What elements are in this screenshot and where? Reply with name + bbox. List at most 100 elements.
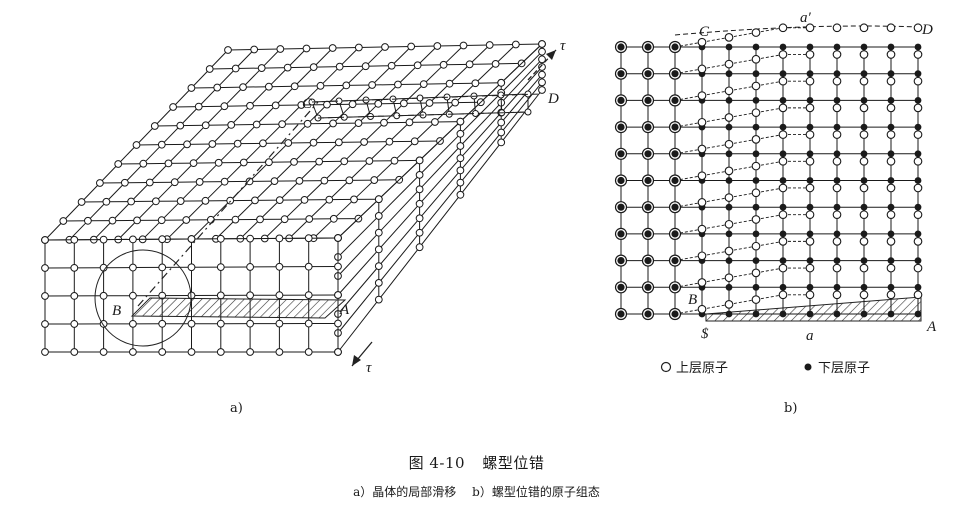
- pa-top-back-atom: [300, 196, 309, 204]
- pb-upper-atom: [778, 23, 788, 33]
- figure-title: 螺型位错: [482, 454, 545, 472]
- pa-top-back-bond: [168, 143, 188, 164]
- pa-top-back-bond: [369, 141, 390, 162]
- pb-upper-atom: [859, 237, 869, 246]
- pa-top-back-bond: [384, 46, 412, 48]
- pb-upper-atom: [832, 156, 842, 166]
- pa-side-bond: [337, 299, 380, 353]
- pa-side-atom: [374, 262, 383, 271]
- pa-top-back-atom: [145, 178, 154, 187]
- pa-side-bond: [419, 133, 461, 176]
- pb-upper-atom: [913, 183, 923, 193]
- panel-a-tau-top-arrowhead: [546, 50, 556, 60]
- pa-top-back-atom: [370, 176, 379, 184]
- pb-lower-atom: [833, 283, 841, 291]
- pa-top-back-bond: [320, 66, 341, 87]
- pa-top-back-atom: [250, 45, 259, 54]
- pb-lower-atom: [833, 230, 841, 238]
- pa-front-atom: [158, 235, 167, 244]
- panel-b-point-d: D: [921, 22, 933, 38]
- pa-top-back-atom: [214, 158, 223, 167]
- pb-lower-atom: [914, 283, 922, 291]
- pa-front-atom: [70, 235, 79, 244]
- pa-top-back-atom: [270, 177, 279, 186]
- pb-lower-atom: [725, 177, 733, 184]
- pa-top-back-atom: [305, 215, 314, 223]
- pb-dashed-bond: [755, 134, 784, 140]
- pa-front-atom: [70, 292, 79, 300]
- pa-side-atom: [415, 185, 424, 194]
- pb-lower-atom: [725, 43, 733, 51]
- pb-lower-atom: [887, 203, 895, 211]
- pb-dashed-bond: [701, 170, 730, 177]
- pa-top-back-atom: [303, 119, 312, 128]
- pb-upper-atom: [724, 219, 734, 229]
- pa-top-back-bond: [339, 47, 360, 68]
- pb-upper-atom: [778, 183, 788, 193]
- pa-side-atom: [415, 199, 424, 208]
- pa-top-back-atom: [239, 158, 248, 167]
- pb-lower-atom: [860, 177, 868, 184]
- pb-upper-atom: [751, 268, 761, 278]
- pb-upper-atom: [751, 108, 761, 118]
- pb-lower-atom: [617, 230, 625, 238]
- pa-top-back-atom: [108, 216, 117, 225]
- pa-top-back-bond: [161, 200, 182, 221]
- pb-lower-atom: [887, 150, 895, 158]
- pa-top-back-bond: [81, 182, 101, 203]
- pa-top-back-atom: [283, 63, 292, 72]
- pa-top-back-atom: [239, 83, 247, 92]
- pb-upper-atom: [886, 210, 896, 220]
- pa-top-back-bond: [299, 161, 320, 182]
- pb-lower-atom: [644, 283, 652, 291]
- pb-upper-atom: [832, 210, 842, 220]
- legend-upper-atom-icon: [660, 361, 672, 373]
- pb-lower-atom: [752, 230, 760, 238]
- pb-lower-atom: [887, 97, 895, 104]
- pb-lower-atom: [752, 203, 760, 211]
- pa-top-back-atom: [374, 99, 383, 108]
- pa-front-atom: [304, 348, 313, 356]
- pb-upper-atom: [724, 86, 734, 96]
- pa-top-back-bond: [338, 122, 359, 143]
- pa-front-atom: [41, 292, 49, 300]
- pb-lower-atom: [779, 177, 787, 184]
- pb-lower-atom: [806, 283, 814, 291]
- pa-top-back-atom: [231, 215, 240, 224]
- pb-upper-atom: [832, 76, 842, 86]
- pb-lower-atom: [644, 150, 652, 158]
- pa-side-bond: [378, 174, 420, 217]
- pa-top-back-atom: [213, 83, 222, 92]
- pa-top-back-bond: [429, 83, 450, 104]
- pb-top-boundary: [674, 25, 919, 36]
- pb-dashed-bond: [728, 192, 757, 199]
- pa-side-atom: [374, 278, 383, 287]
- figure-number: 图 4-10: [408, 454, 466, 472]
- pb-upper-atom: [805, 50, 815, 59]
- pb-upper-atom: [886, 263, 896, 273]
- pa-top-back-bond: [383, 103, 405, 124]
- pa-front-atom: [99, 348, 108, 356]
- pb-upper-atom: [886, 23, 896, 33]
- pa-top-back-bond: [313, 218, 335, 239]
- pa-top-back-bond: [371, 65, 392, 86]
- pa-top-back-bond: [365, 46, 386, 67]
- pa-top-back-bond: [261, 48, 281, 69]
- pb-dashed-bond: [701, 90, 730, 97]
- pa-front-atom: [246, 319, 255, 328]
- pb-dashed-bond: [701, 143, 730, 150]
- pb-upper-atom: [751, 28, 761, 37]
- pa-top-back-bond: [469, 44, 491, 65]
- pa-top-back-atom: [360, 138, 369, 146]
- pa-top-back-atom: [256, 215, 264, 224]
- pa-top-back-bond: [149, 163, 169, 183]
- pa-top-back-bond: [373, 160, 395, 181]
- pb-lower-atom: [914, 70, 922, 78]
- pb-upper-atom: [697, 251, 707, 261]
- pb-upper-atom: [724, 273, 734, 283]
- pb-upper-atom: [751, 54, 761, 64]
- pb-lower-atom: [725, 257, 733, 264]
- pa-top-back-atom: [410, 137, 419, 146]
- pb-dashed-bond: [728, 165, 757, 172]
- pb-lower-atom: [860, 257, 868, 264]
